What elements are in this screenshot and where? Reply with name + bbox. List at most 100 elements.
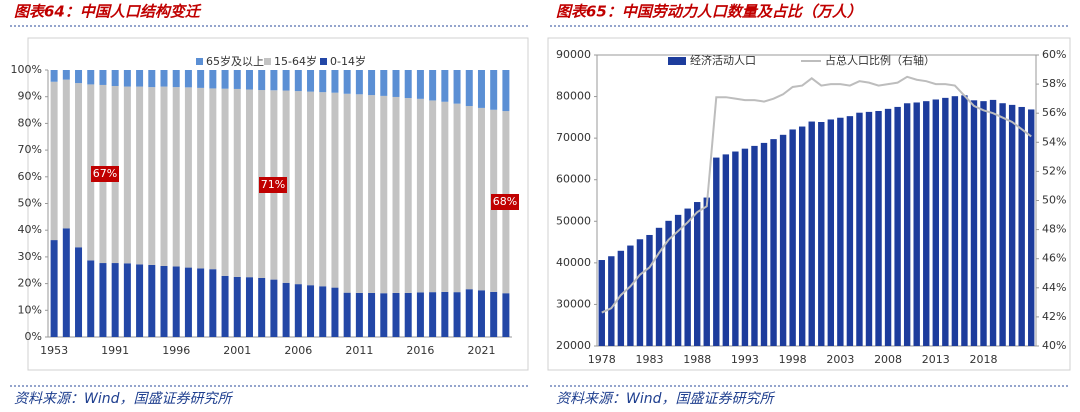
bar-segment [355,94,363,293]
bar-segment [502,70,510,112]
bar [608,256,615,346]
bar-segment [270,279,278,337]
bar-segment [87,70,95,85]
bar-segment [453,70,461,104]
bar-segment [441,70,449,102]
bar [703,197,710,346]
bar-segment [331,92,339,288]
legend-swatch [264,58,271,65]
y2-tick-label: 46% [1042,252,1066,265]
bar-segment [319,92,327,287]
bar [808,121,815,346]
bar-segment [62,228,70,337]
bar-segment [209,269,217,337]
bar-segment [245,277,253,337]
bar-segment [233,70,241,89]
x-tick-label: 1988 [683,353,711,366]
bar [646,234,653,346]
x-tick-label: 1993 [731,353,759,366]
x-tick-label: 2003 [826,353,854,366]
y-tick-label: 90000 [556,48,591,61]
bar-segment [160,265,168,337]
bar-segment [184,267,192,337]
bar-segment [477,70,485,108]
bar [674,214,682,346]
bar-segment [209,88,217,270]
bar-segment [221,70,229,89]
bar-segment [429,292,437,337]
bar [713,157,720,346]
x-tick-label: 2021 [467,344,495,357]
bar [913,102,920,346]
bar-segment [50,81,58,241]
bar-segment [148,70,156,88]
annotation: 67% [93,167,117,180]
bar-segment [245,70,253,90]
legend-swatch [668,57,686,65]
y-tick-label: 60% [18,170,42,183]
bar [827,119,835,347]
y2-tick-label: 58% [1042,77,1066,90]
x-tick-label: 2011 [345,344,373,357]
bar-segment [233,276,241,337]
bar-segment [429,70,437,101]
bar-segment [75,247,83,337]
bar-segment [319,286,327,337]
bar-segment [490,291,498,337]
y-tick-label: 90% [18,90,42,103]
bar-segment [392,70,400,97]
y-tick-label: 30% [18,250,42,263]
bar-segment [319,70,327,93]
y-tick-label: 80000 [556,90,591,103]
legend-swatch [320,58,327,65]
chart-title: 图表64：中国人口结构变迁 [14,3,202,21]
bar [846,116,854,346]
bar [665,220,672,346]
bar-segment [331,70,339,93]
bar-segment [429,100,437,293]
x-tick-label: 2018 [970,353,998,366]
bar-segment [160,86,168,266]
plot-frame [596,54,1037,347]
annotation-box [259,177,287,193]
bar-segment [307,70,315,92]
bar [770,139,777,346]
bar-segment [160,70,168,87]
bar-segment [404,292,412,337]
bar-segment [368,95,376,293]
bar-segment [123,263,131,337]
y-tick-label: 40% [18,223,42,236]
bar [722,154,730,346]
bar [598,260,605,346]
x-tick-label: 2016 [406,344,434,357]
bar [741,148,749,346]
bar-segment [380,95,388,294]
bar-segment [380,70,388,96]
bar [942,97,949,347]
bar-segment [209,70,217,89]
bar-segment [50,240,58,337]
y-tick-label: 50000 [556,214,591,227]
bar-segment [380,293,388,337]
y2-tick-label: 56% [1042,106,1066,119]
bar-segment [197,87,205,269]
bar-segment [355,292,363,337]
annotation: 68% [493,195,517,208]
bar [856,112,863,346]
bar-segment [355,70,363,95]
legend-label: 65岁及以上 [206,54,264,68]
bar-segment [331,287,339,337]
bar [865,111,873,346]
annotation-box [91,166,119,182]
bar-segment [465,106,473,290]
bar [760,142,768,346]
bar-segment [294,284,302,337]
bar-segment [368,292,376,337]
bar-segment [75,83,83,248]
bar-segment [392,96,400,293]
bar-segment [307,91,315,286]
bar-segment [99,263,107,337]
annotation-box [491,194,519,210]
bar-segment [136,264,144,337]
